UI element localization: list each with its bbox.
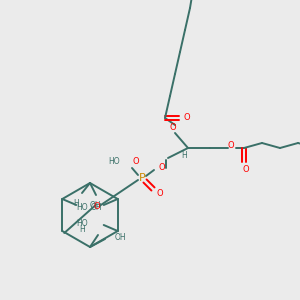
Text: O: O <box>157 190 163 199</box>
Text: HO: HO <box>108 158 120 166</box>
Text: HO: HO <box>76 202 88 211</box>
Text: H: H <box>181 152 187 160</box>
Text: OH: OH <box>89 200 101 209</box>
Text: O: O <box>170 124 176 133</box>
Text: O: O <box>184 113 190 122</box>
Text: O: O <box>159 164 165 172</box>
Text: O: O <box>133 158 139 166</box>
Text: O: O <box>243 166 249 175</box>
Text: OH: OH <box>114 232 126 242</box>
Text: OH: OH <box>90 202 102 211</box>
Text: H: H <box>73 199 79 208</box>
Text: HO: HO <box>76 218 88 227</box>
Text: O: O <box>94 202 101 211</box>
Text: O: O <box>228 140 234 149</box>
Text: H: H <box>79 224 85 233</box>
Text: P: P <box>139 173 145 183</box>
